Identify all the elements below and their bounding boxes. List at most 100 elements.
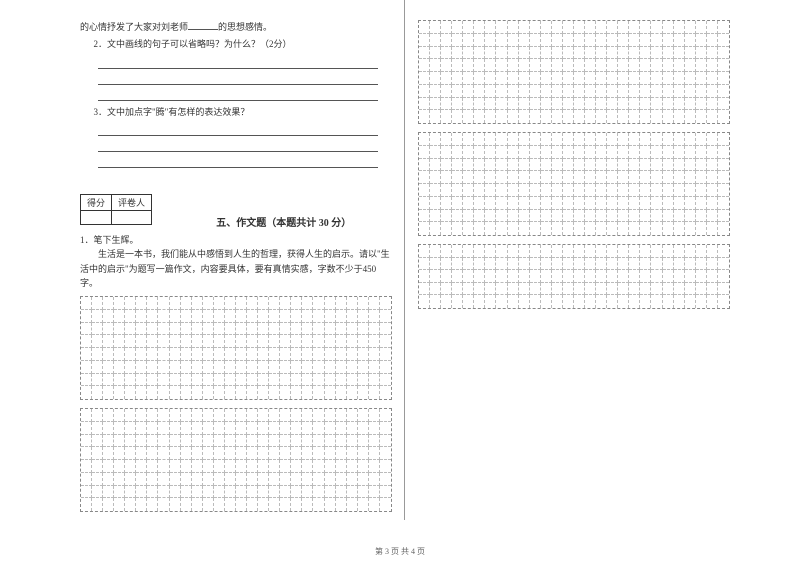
- grid-cell[interactable]: [147, 435, 158, 448]
- grid-cell[interactable]: [618, 184, 629, 197]
- grid-cell[interactable]: [696, 72, 707, 85]
- grid-cell[interactable]: [225, 310, 236, 323]
- grid-cell[interactable]: [629, 34, 640, 47]
- grid-cell[interactable]: [552, 283, 563, 296]
- grid-cell[interactable]: [302, 435, 313, 448]
- grid-cell[interactable]: [291, 323, 302, 336]
- grid-cell[interactable]: [585, 98, 596, 111]
- grid-cell[interactable]: [358, 486, 369, 499]
- grid-cell[interactable]: [203, 310, 214, 323]
- grid-cell[interactable]: [325, 297, 336, 310]
- grid-cell[interactable]: [651, 133, 662, 146]
- grid-cell[interactable]: [419, 283, 430, 296]
- grid-cell[interactable]: [358, 348, 369, 361]
- grid-cell[interactable]: [313, 435, 324, 448]
- grid-cell[interactable]: [258, 361, 269, 374]
- grid-cell[interactable]: [313, 297, 324, 310]
- grid-cell[interactable]: [203, 297, 214, 310]
- grid-cell[interactable]: [718, 72, 729, 85]
- grid-cell[interactable]: [92, 323, 103, 336]
- grid-cell[interactable]: [291, 335, 302, 348]
- grid-cell[interactable]: [313, 422, 324, 435]
- grid-cell[interactable]: [114, 386, 125, 399]
- grid-cell[interactable]: [291, 348, 302, 361]
- grid-cell[interactable]: [707, 171, 718, 184]
- grid-cell[interactable]: [125, 473, 136, 486]
- grid-cell[interactable]: [718, 133, 729, 146]
- grid-cell[interactable]: [674, 146, 685, 159]
- grid-cell[interactable]: [519, 34, 530, 47]
- grid-cell[interactable]: [325, 335, 336, 348]
- grid-cell[interactable]: [640, 98, 651, 111]
- grid-cell[interactable]: [685, 59, 696, 72]
- grid-cell[interactable]: [452, 184, 463, 197]
- grid-cell[interactable]: [508, 98, 519, 111]
- grid-cell[interactable]: [640, 133, 651, 146]
- grid-cell[interactable]: [718, 98, 729, 111]
- grid-cell[interactable]: [674, 133, 685, 146]
- grid-cell[interactable]: [136, 310, 147, 323]
- grid-cell[interactable]: [358, 386, 369, 399]
- grid-cell[interactable]: [347, 361, 358, 374]
- grid-cell[interactable]: [103, 460, 114, 473]
- grid-cell[interactable]: [640, 184, 651, 197]
- grid-cell[interactable]: [114, 323, 125, 336]
- grid-cell[interactable]: [452, 110, 463, 123]
- grid-cell[interactable]: [380, 435, 391, 448]
- grid-cell[interactable]: [380, 486, 391, 499]
- grid-cell[interactable]: [707, 34, 718, 47]
- grid-cell[interactable]: [607, 98, 618, 111]
- grid-cell[interactable]: [485, 222, 496, 235]
- grid-cell[interactable]: [225, 422, 236, 435]
- grid-cell[interactable]: [347, 374, 358, 387]
- grid-cell[interactable]: [380, 447, 391, 460]
- grid-cell[interactable]: [358, 297, 369, 310]
- grid-cell[interactable]: [158, 361, 169, 374]
- grid-cell[interactable]: [585, 245, 596, 258]
- grid-cell[interactable]: [214, 460, 225, 473]
- grid-cell[interactable]: [247, 498, 258, 511]
- grid-cell[interactable]: [574, 222, 585, 235]
- grid-cell[interactable]: [463, 110, 474, 123]
- grid-cell[interactable]: [430, 72, 441, 85]
- grid-cell[interactable]: [114, 310, 125, 323]
- grid-cell[interactable]: [718, 59, 729, 72]
- grid-cell[interactable]: [430, 258, 441, 271]
- grid-cell[interactable]: [136, 447, 147, 460]
- grid-cell[interactable]: [663, 34, 674, 47]
- grid-cell[interactable]: [696, 47, 707, 60]
- grid-cell[interactable]: [496, 59, 507, 72]
- grid-cell[interactable]: [718, 159, 729, 172]
- grid-cell[interactable]: [651, 258, 662, 271]
- grid-cell[interactable]: [158, 498, 169, 511]
- grid-cell[interactable]: [585, 21, 596, 34]
- grid-cell[interactable]: [280, 473, 291, 486]
- grid-cell[interactable]: [663, 159, 674, 172]
- grid-cell[interactable]: [419, 222, 430, 235]
- grid-cell[interactable]: [663, 184, 674, 197]
- grid-cell[interactable]: [541, 197, 552, 210]
- grid-cell[interactable]: [325, 374, 336, 387]
- grid-cell[interactable]: [629, 222, 640, 235]
- grid-cell[interactable]: [380, 374, 391, 387]
- grid-cell[interactable]: [685, 85, 696, 98]
- grid-cell[interactable]: [291, 435, 302, 448]
- grid-cell[interactable]: [125, 374, 136, 387]
- grid-cell[interactable]: [452, 245, 463, 258]
- grid-cell[interactable]: [585, 110, 596, 123]
- grid-cell[interactable]: [596, 72, 607, 85]
- grid-cell[interactable]: [419, 47, 430, 60]
- grid-cell[interactable]: [203, 348, 214, 361]
- grid-cell[interactable]: [291, 374, 302, 387]
- grid-cell[interactable]: [147, 409, 158, 422]
- grid-cell[interactable]: [640, 295, 651, 308]
- grid-cell[interactable]: [552, 197, 563, 210]
- grid-cell[interactable]: [369, 323, 380, 336]
- grid-cell[interactable]: [103, 361, 114, 374]
- grid-cell[interactable]: [269, 386, 280, 399]
- grid-cell[interactable]: [574, 85, 585, 98]
- grid-cell[interactable]: [618, 146, 629, 159]
- grid-cell[interactable]: [114, 447, 125, 460]
- grid-cell[interactable]: [530, 59, 541, 72]
- grid-cell[interactable]: [707, 283, 718, 296]
